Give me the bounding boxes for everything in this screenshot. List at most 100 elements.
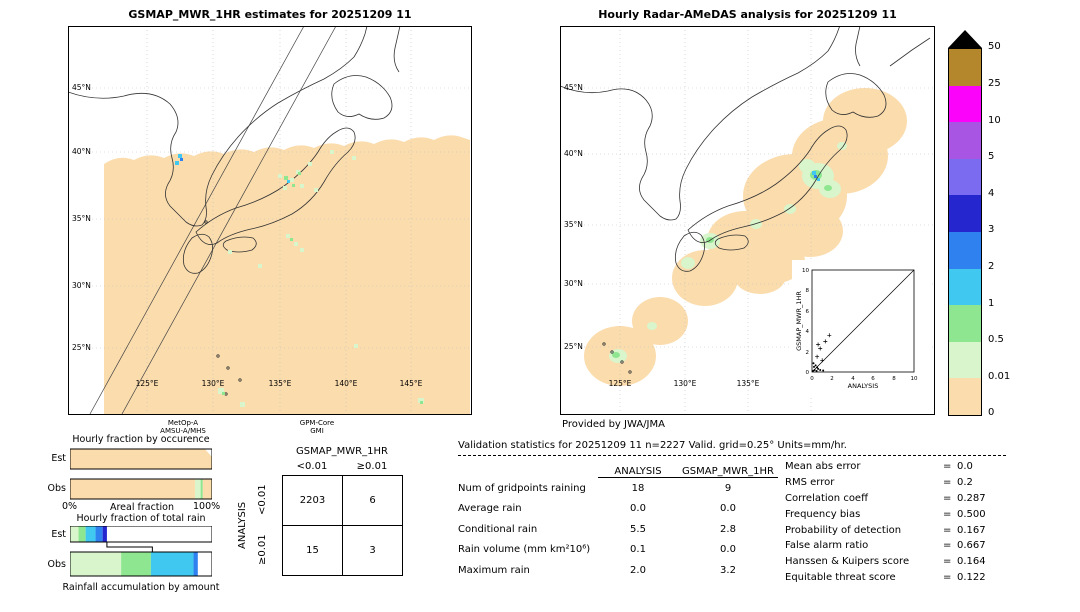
svg-text:2: 2 bbox=[830, 376, 834, 382]
map-frame bbox=[68, 26, 472, 415]
inset-x-ticks: 0 2 4 6 8 10 bbox=[810, 376, 918, 382]
occurrence-chart-title: Hourly fraction by occurence bbox=[72, 434, 210, 445]
lon-labels: 125°E 130°E 135°E 140°E 145°E bbox=[136, 379, 423, 388]
validation-col-gsmap: GSMAP_MWR_1HR bbox=[678, 459, 778, 478]
source-name-metop: MetOp-A bbox=[167, 419, 199, 427]
lon-label: 135°E bbox=[269, 379, 292, 388]
colorbar-segment bbox=[949, 158, 981, 196]
contingency-cell: 2203 bbox=[282, 475, 343, 526]
rain-cells-light bbox=[218, 150, 424, 407]
lat-label: 45°N bbox=[72, 83, 91, 92]
svg-text:6: 6 bbox=[871, 376, 875, 382]
occurrence-est-bar bbox=[70, 449, 212, 469]
validation-row: Num of gridpoints raining 18 9 bbox=[458, 482, 732, 494]
contingency-row-axis: ANALYSIS bbox=[237, 501, 248, 549]
colorbar-tick: 5 bbox=[988, 151, 995, 162]
totalrain-obs-bar bbox=[70, 552, 212, 576]
validation-table: ANALYSIS GSMAP_MWR_1HR Num of gridpoints… bbox=[458, 459, 778, 581]
lon-label: 145°E bbox=[400, 379, 423, 388]
validation-col-analysis: ANALYSIS bbox=[598, 459, 678, 478]
inset-points bbox=[812, 333, 832, 372]
lat-label: 30°N bbox=[72, 281, 91, 290]
metric-row: Hanssen & Kuipers score = 0.164 bbox=[785, 556, 986, 568]
lat-label: 30°N bbox=[564, 279, 583, 288]
left-map: 45°N 40°N 35°N 30°N 25°N 125°E 130°E 135… bbox=[68, 26, 472, 415]
contingency-cell: 6 bbox=[342, 475, 403, 526]
validation-row: Rain volume (mm km²10⁶) 0.1 0.0 bbox=[458, 544, 736, 556]
occurrence-x-max: 100% bbox=[193, 501, 221, 512]
inset-y-ticks: 0 2 4 6 8 10 bbox=[802, 268, 810, 376]
totalrain-est-bar bbox=[70, 526, 212, 542]
kuril-islands bbox=[889, 37, 931, 67]
colorbar-segment bbox=[949, 195, 981, 232]
rain-area-heavy bbox=[812, 171, 820, 181]
lat-label: 35°N bbox=[72, 214, 91, 223]
totalrain-chart-title: Hourly fraction of total rain bbox=[76, 513, 206, 524]
kyushu-coast bbox=[182, 233, 213, 274]
colorbar: 50 25 10 5 4 3 2 1 0.5 0.01 0 bbox=[948, 30, 1018, 418]
lon-label: 125°E bbox=[609, 379, 632, 388]
colorbar-tick: 10 bbox=[988, 115, 1001, 126]
inset-y-axis-label: GSMAP_MWR_1HR bbox=[795, 291, 803, 351]
metric-row: False alarm ratio = 0.667 bbox=[785, 540, 986, 552]
cumulative-step-line bbox=[107, 542, 194, 552]
shikoku-coast bbox=[222, 236, 257, 253]
contingency-row-header-1: <0.01 bbox=[257, 484, 268, 516]
satellite-swath-region bbox=[104, 135, 470, 414]
contingency-col-header-1: <0.01 bbox=[296, 461, 328, 472]
contingency-cell: 3 bbox=[342, 525, 403, 576]
occurrence-obs-label: Obs bbox=[47, 483, 66, 494]
sakhalin-coast bbox=[393, 26, 401, 73]
lat-label: 40°N bbox=[72, 147, 91, 156]
lon-label: 130°E bbox=[202, 379, 225, 388]
rain-cells-heavy bbox=[175, 154, 290, 183]
colorbar-segment bbox=[949, 49, 981, 86]
lat-label: 40°N bbox=[564, 149, 583, 158]
metric-row: Mean abs error = 0.0 bbox=[785, 461, 973, 473]
lon-label: 140°E bbox=[335, 379, 358, 388]
metric-row: Probability of detection = 0.167 bbox=[785, 524, 986, 536]
colorbar-tick: 25 bbox=[988, 78, 1001, 89]
svg-text:8: 8 bbox=[806, 288, 810, 294]
left-map-title: GSMAP_MWR_1HR estimates for 20251209 11 bbox=[128, 8, 412, 21]
colorbar-segment bbox=[949, 122, 981, 159]
lat-label: 45°N bbox=[564, 83, 583, 92]
colorbar-overflow-triangle bbox=[948, 30, 982, 48]
svg-text:6: 6 bbox=[806, 309, 810, 315]
kyushu-coast bbox=[674, 231, 705, 272]
continental-coast bbox=[68, 26, 368, 227]
sakhalin-coast bbox=[855, 26, 861, 67]
shikoku-coast bbox=[714, 234, 749, 251]
svg-text:0: 0 bbox=[810, 376, 814, 382]
scatter-inset: 0 2 4 6 8 10 0 2 4 6 8 10 ANALYSIS GSMAP_MWR_1HR bbox=[792, 260, 932, 396]
colorbar-segment bbox=[949, 341, 981, 379]
occurrence-x-min: 0% bbox=[62, 501, 78, 512]
totalrain-obs-label: Obs bbox=[47, 559, 66, 570]
occurrence-x-axis-label: Areal fraction bbox=[109, 502, 174, 513]
colorbar-segment bbox=[949, 268, 981, 306]
validation-metrics: Mean abs error = 0.0 RMS error = 0.2 Correla… bbox=[785, 459, 986, 585]
source-sensor-amsu: AMSU-A/MHS bbox=[160, 427, 206, 435]
validation-header: Validation statistics for 20251209 11 n=… bbox=[458, 440, 847, 451]
metric-row: Equitable threat score = 0.122 bbox=[785, 571, 986, 583]
svg-text:4: 4 bbox=[851, 376, 855, 382]
colorbar-bar bbox=[948, 48, 982, 416]
lat-label: 35°N bbox=[564, 220, 583, 229]
lon-label: 130°E bbox=[674, 379, 697, 388]
graticule bbox=[68, 26, 472, 415]
validation-row: Maximum rain 2.0 3.2 bbox=[458, 564, 736, 576]
totalrain-chart bbox=[70, 526, 212, 580]
rain-area-intense bbox=[814, 175, 817, 178]
hokkaido-coast bbox=[331, 75, 393, 120]
occurrence-est-label: Est bbox=[51, 453, 66, 464]
continental-coast bbox=[560, 26, 841, 221]
colorbar-tick: 2 bbox=[988, 261, 995, 272]
colorbar-tick: 50 bbox=[988, 41, 1001, 52]
svg-text:0: 0 bbox=[806, 370, 810, 376]
contingency-table: 2203 6 15 3 bbox=[282, 475, 403, 576]
source-sensor-gmi: GMI bbox=[310, 427, 324, 435]
validation-row: Conditional rain 5.5 2.8 bbox=[458, 523, 736, 535]
contingency-cell: 15 bbox=[282, 525, 343, 576]
svg-text:10: 10 bbox=[911, 376, 918, 382]
